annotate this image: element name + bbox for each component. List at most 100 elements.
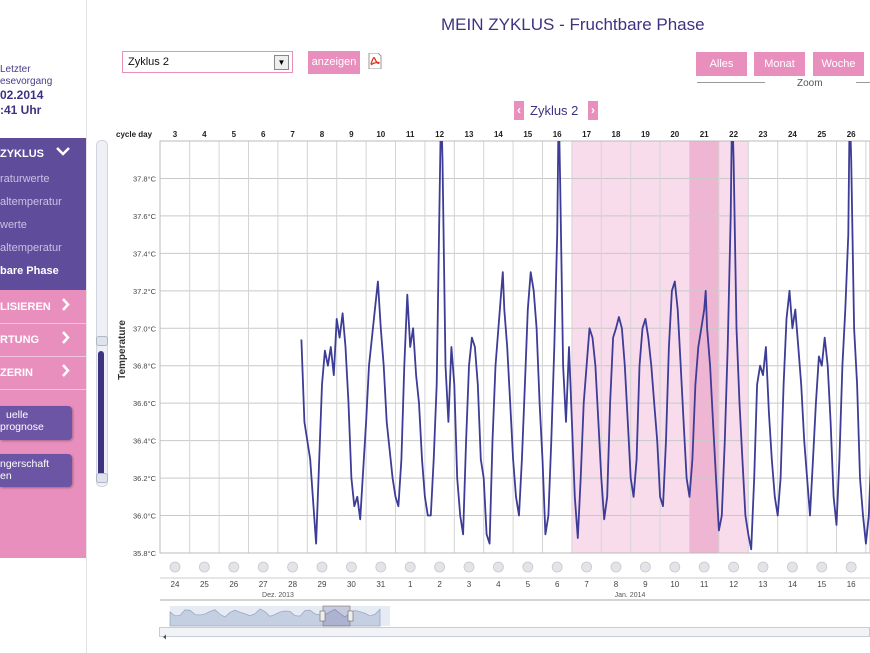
day-marker-icon [669,561,681,573]
date-tick-label: 28 [288,580,297,589]
y-tick-label: 35.8°C [133,549,157,558]
date-tick-label: 1 [408,580,413,589]
navigator-selection [322,605,351,627]
date-tick-label: 25 [200,580,209,589]
sidebar-item-evaluation[interactable]: RTUNG [0,324,86,357]
chevron-right-icon [61,298,70,314]
current-forecast-label-1: uelle [6,409,29,421]
sidebar-sub-temperature-values[interactable]: raturwerte [0,173,50,185]
date-tick-label: 5 [526,580,531,589]
navigator-handle-right [347,610,354,622]
y-tick-label: 37.8°C [133,174,157,183]
day-marker-icon [551,561,563,573]
date-tick-label: 12 [729,580,738,589]
day-marker-icon [228,561,240,573]
chevron-down-icon[interactable] [56,143,70,159]
y-tick-label: 37.0°C [133,324,157,333]
show-button[interactable]: anzeigen [308,51,360,74]
chevron-right-icon [61,364,70,380]
sidebar-item-physician[interactable]: ZERIN [0,357,86,390]
cycle-day-tick-label: 26 [847,130,856,139]
day-marker-icon [434,561,446,573]
day-marker-icon [316,561,328,573]
y-tick-label: 36.8°C [133,362,157,371]
cycle-day-tick-label: 8 [320,130,325,139]
day-marker-icon [845,561,857,573]
sidebar-item-visualize[interactable]: LISIEREN [0,291,86,324]
zoom-week-button[interactable]: Woche [813,52,864,76]
day-marker-icon [610,561,622,573]
sidebar-sub-values[interactable]: werte [0,219,27,231]
sidebar-sub-basal-temperature-2[interactable]: altemperatur [0,242,62,254]
day-marker-icon [728,561,739,573]
cycle-day-tick-label: 20 [670,130,679,139]
sidebar-sub-fertile-phase[interactable]: bare Phase [0,265,59,277]
slider-range [98,351,104,476]
date-tick-label: 10 [670,580,679,589]
next-cycle-button[interactable]: › [588,101,598,120]
y-axis-label: Temperature [117,320,128,380]
date-tick-label: 30 [347,580,356,589]
pregnancy-label-1: ngerschaft [0,458,50,470]
cycle-day-tick-label: 25 [817,130,826,139]
cycle-day-tick-label: 14 [494,130,503,139]
y-tick-label: 36.6°C [133,399,157,408]
sidebar-divider [86,0,87,653]
y-tick-label: 37.2°C [133,287,157,296]
date-tick-label: 26 [229,580,238,589]
day-marker-icon [816,561,828,573]
pdf-icon[interactable] [368,52,382,70]
sidebar-item-label: ZERIN [0,367,33,379]
sidebar-section-zyklus: ZYKLUS raturwerte altemperatur werte alt… [0,138,86,290]
date-tick-label: 29 [318,580,327,589]
day-marker-icon [375,561,387,573]
y-tick-label: 37.6°C [133,212,157,221]
cycle-day-tick-label: 9 [349,130,354,139]
slider-handle-bottom[interactable] [96,473,108,483]
zoom-all-button[interactable]: Alles [696,52,747,76]
date-tick-label: 16 [847,580,856,589]
sidebar-item-zyklus[interactable]: ZYKLUS [0,148,44,160]
date-tick-label: 3 [467,580,472,589]
temperature-series-line [300,141,870,551]
current-forecast-button[interactable]: uelle prognose [0,406,72,440]
cycle-day-tick-label: 3 [173,130,178,139]
day-marker-icon [522,561,534,573]
last-reading-date: 02.2014 [0,88,44,102]
cycle-nav-label: Zyklus 2 [530,103,579,118]
cycle-day-tick-label: 19 [641,130,650,139]
sidebar-menu: ZYKLUS raturwerte altemperatur werte alt… [0,138,86,558]
chevron-right-icon [61,331,70,347]
page-title: MEIN ZYKLUS - Fruchtbare Phase [441,15,705,34]
slider-handle-top[interactable] [96,336,108,346]
date-tick-label: 27 [259,580,268,589]
day-marker-icon [169,561,181,573]
day-marker-icon [404,561,416,573]
month-label: Jan. 2014 [615,592,646,599]
date-tick-label: 2 [437,580,442,589]
date-tick-label: 24 [171,580,180,589]
zoom-divider [697,82,765,83]
horizontal-scrollbar[interactable] [159,627,870,640]
cycle-day-tick-label: 24 [788,130,797,139]
dropdown-arrow-icon[interactable]: ▼ [274,55,289,70]
sidebar-item-label: LISIEREN [0,301,51,313]
cycle-day-tick-label: 5 [232,130,237,139]
date-tick-label: 6 [555,580,560,589]
cycle-select[interactable]: Zyklus 2 ▼ [122,51,293,73]
vertical-zoom-slider[interactable] [96,140,108,487]
day-marker-icon [198,561,210,573]
prev-cycle-button[interactable]: ‹ [514,101,524,120]
sidebar-sub-basal-temperature[interactable]: altemperatur [0,196,62,208]
date-tick-label: 11 [700,580,709,589]
zoom-month-button[interactable]: Monat [754,52,805,76]
day-marker-icon [345,561,357,573]
cycle-day-tick-label: 22 [729,130,738,139]
cycle-day-tick-label: 21 [700,130,709,139]
y-tick-label: 36.0°C [133,512,157,521]
y-tick-label: 36.2°C [133,474,157,483]
pregnancy-button[interactable]: ngerschaft en [0,454,72,487]
day-marker-icon [463,561,475,573]
cycle-day-tick-label: 4 [202,130,207,139]
